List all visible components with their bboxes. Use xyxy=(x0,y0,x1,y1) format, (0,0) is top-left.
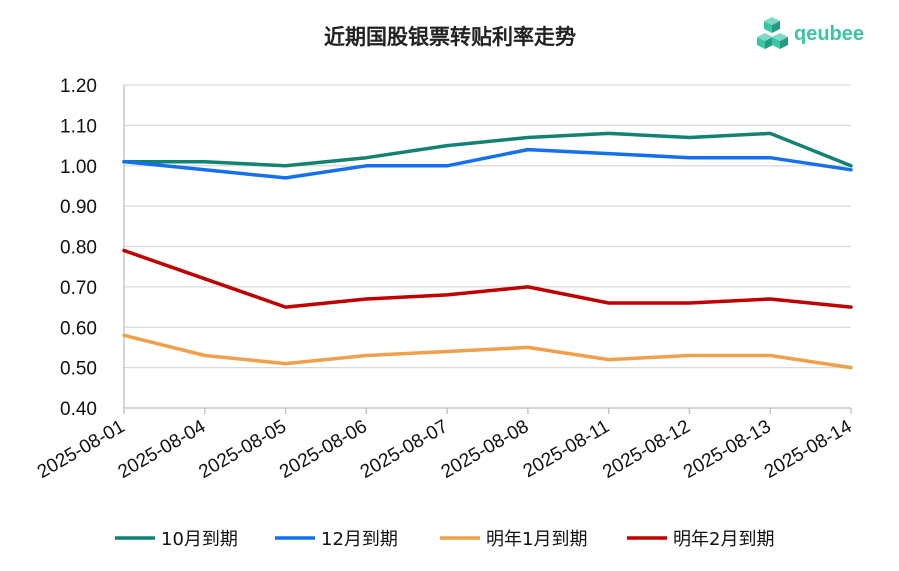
y-axis: 0.40 0.50 0.60 0.70 0.80 0.90 1.00 1.10 1.20 xyxy=(60,76,125,420)
x-tick-label: 2025-08-12 xyxy=(599,416,694,483)
x-tick-label: 2025-08-11 xyxy=(520,416,613,482)
legend: 10月到期 12月到期 明年1月到期 明年2月到期 xyxy=(115,529,774,550)
x-tick-label: 2025-08-13 xyxy=(680,416,775,483)
legend-label: 明年2月到期 xyxy=(673,529,774,550)
series-line-2 xyxy=(122,147,853,180)
legend-label: 10月到期 xyxy=(161,529,238,550)
brand-name: qeubee xyxy=(794,23,864,45)
legend-item-4: 明年2月到期 xyxy=(627,529,774,550)
legend-label: 12月到期 xyxy=(321,529,398,550)
y-tick-label: 0.50 xyxy=(60,359,97,380)
series-line-3 xyxy=(122,333,853,370)
brand-cube-icon xyxy=(757,17,788,49)
x-tick-label: 2025-08-06 xyxy=(276,416,371,483)
y-tick-label: 0.80 xyxy=(60,238,97,259)
plot-area xyxy=(122,131,853,370)
gridlines xyxy=(124,84,851,369)
x-tick-label: 2025-08-05 xyxy=(195,416,290,483)
y-tick-label: 1.20 xyxy=(60,76,97,97)
legend-label: 明年1月到期 xyxy=(486,529,587,550)
x-tick-label: 2025-08-08 xyxy=(438,416,533,483)
x-tick-label: 2025-08-01 xyxy=(34,416,129,483)
chart-title: 近期国股银票转贴利率走势 xyxy=(324,25,576,49)
x-tick-label: 2025-08-07 xyxy=(357,416,452,483)
x-tick-label: 2025-08-14 xyxy=(761,416,856,483)
y-tick-label: 0.40 xyxy=(60,399,97,420)
y-tick-label: 1.10 xyxy=(60,116,97,137)
legend-item-3: 明年1月到期 xyxy=(440,529,587,550)
series-line-1 xyxy=(122,131,853,168)
x-tick-label: 2025-08-04 xyxy=(115,416,210,483)
legend-item-1: 10月到期 xyxy=(115,529,238,550)
series-line-4 xyxy=(122,248,853,309)
y-tick-label: 0.70 xyxy=(60,278,97,299)
y-tick-label: 0.60 xyxy=(60,318,97,339)
y-tick-label: 1.00 xyxy=(60,157,97,178)
brand-logo: qeubee xyxy=(757,17,864,49)
y-tick-label: 0.90 xyxy=(60,197,97,218)
legend-item-2: 12月到期 xyxy=(275,529,398,550)
x-axis: 2025-08-012025-08-042025-08-052025-08-06… xyxy=(34,407,856,483)
